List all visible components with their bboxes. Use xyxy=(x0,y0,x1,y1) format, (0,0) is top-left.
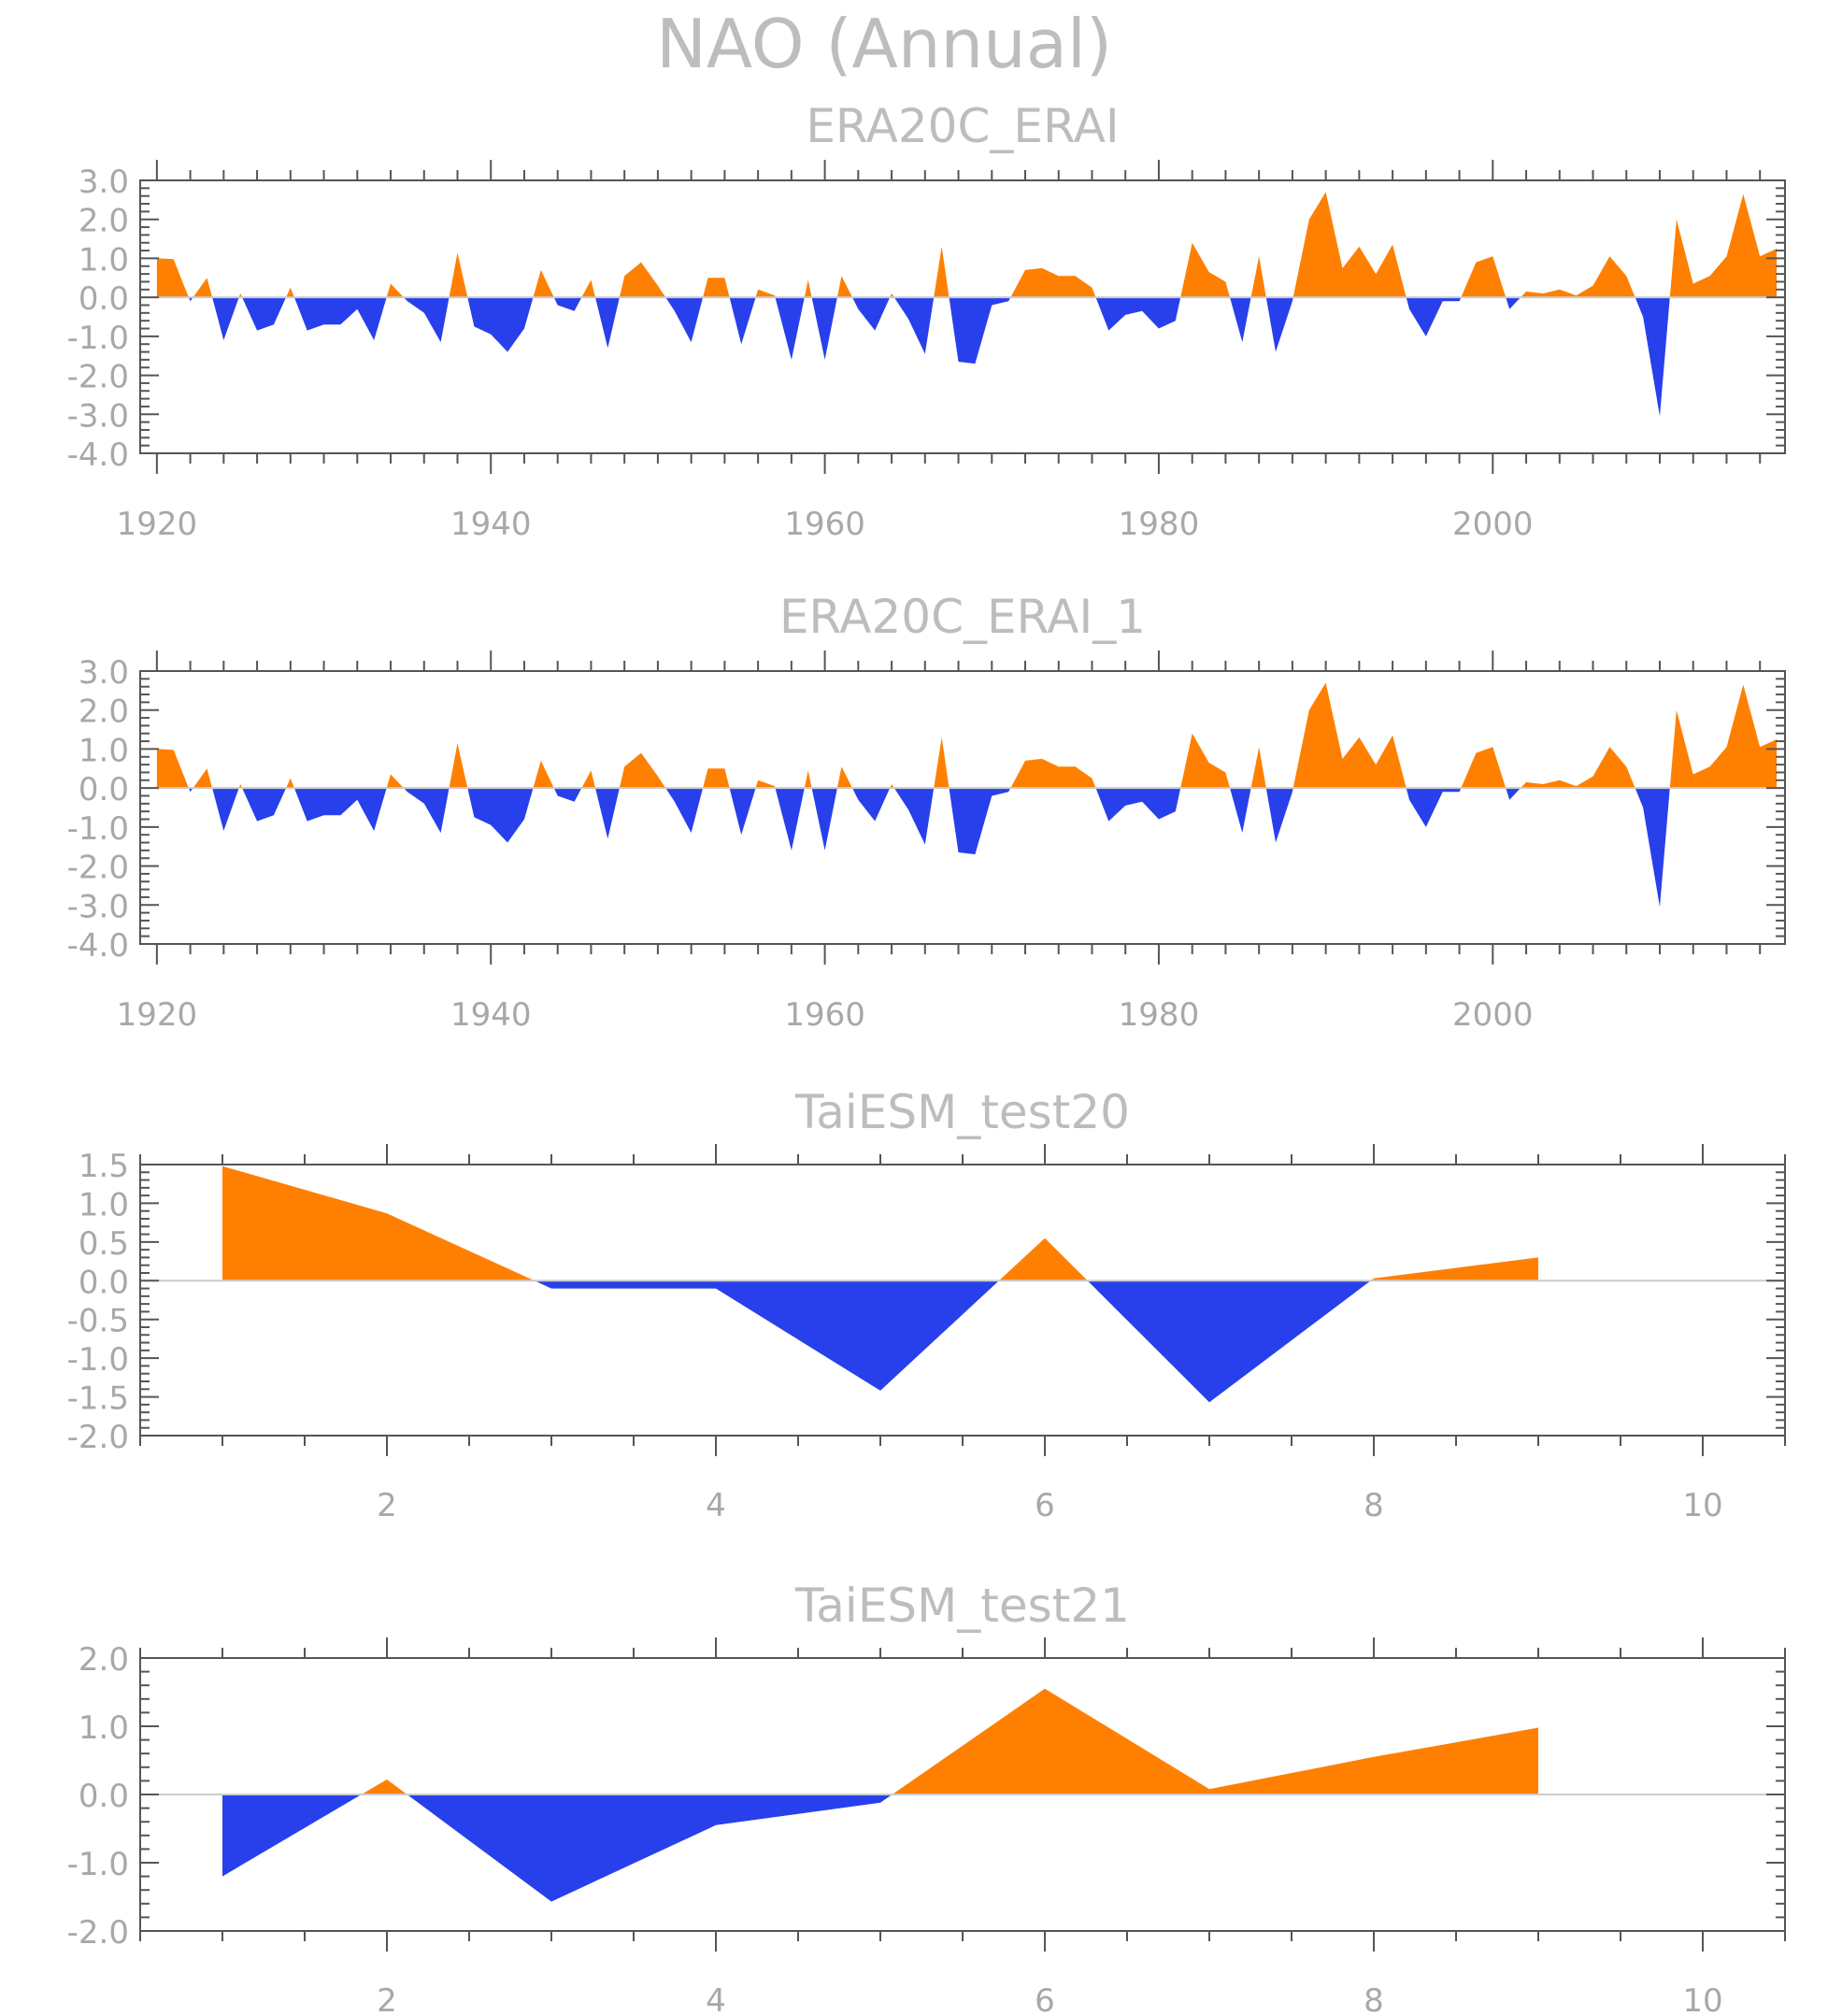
y-tick-label: -2.0 xyxy=(67,359,129,396)
x-tick-label: 2 xyxy=(377,1487,397,1524)
y-tick-label: 1.0 xyxy=(79,1709,129,1747)
x-tick-label: 1940 xyxy=(450,996,532,1034)
y-tick-label: -1.0 xyxy=(67,810,129,848)
positive-anomaly-area xyxy=(222,1688,1538,1794)
panel-title: ERA20C_ERAI_1 xyxy=(779,590,1146,644)
x-tick-label: 8 xyxy=(1364,1487,1384,1524)
y-tick-label: -2.0 xyxy=(67,1914,129,1952)
panel-title: ERA20C_ERAI xyxy=(806,99,1119,153)
x-tick-label: 10 xyxy=(1682,1487,1722,1524)
x-tick-label: 1940 xyxy=(450,506,532,543)
panel-taiesm-test21: TaiESM_test21 2.0 1.0 0.0 -1.0 -2.0 2 4 6 8 10 xyxy=(67,1579,1786,2016)
y-tick-label: 0.5 xyxy=(79,1225,129,1263)
x-tick-label: 1920 xyxy=(117,996,198,1034)
y-tick-label: 0.0 xyxy=(79,771,129,808)
x-tick-label: 6 xyxy=(1035,1982,1055,2016)
y-tick-label: 1.5 xyxy=(79,1148,129,1185)
positive-anomaly-area xyxy=(156,192,1778,298)
x-tick-label: 2000 xyxy=(1452,506,1534,543)
y-tick-label: 3.0 xyxy=(79,654,129,692)
plot-frame xyxy=(139,179,1786,454)
x-tick-label: 6 xyxy=(1035,1487,1055,1524)
x-tick-label: 10 xyxy=(1682,1982,1722,2016)
x-tick-label: 1960 xyxy=(784,506,865,543)
x-tick-label: 1980 xyxy=(1119,996,1200,1034)
x-tick-label: 8 xyxy=(1364,1982,1384,2016)
y-tick-label: -0.5 xyxy=(67,1303,129,1340)
x-tick-label: 4 xyxy=(706,1982,726,2016)
y-tick-label: -1.0 xyxy=(67,1341,129,1379)
y-tick-label: 1.0 xyxy=(79,1186,129,1223)
negative-anomaly-area xyxy=(222,1794,1538,1902)
x-tick-label: 2 xyxy=(377,1982,397,2016)
y-tick-label: -2.0 xyxy=(67,1419,129,1456)
x-tick-label: 1980 xyxy=(1119,506,1200,543)
y-tick-label: -1.0 xyxy=(67,1846,129,1883)
y-tick-label: 0.0 xyxy=(79,1264,129,1301)
y-tick-label: -4.0 xyxy=(67,436,129,474)
positive-anomaly-area xyxy=(156,682,1778,789)
panel-taiesm-test20: TaiESM_test20 1.51.00.50.0-0.5-1.0-1.5-2.… xyxy=(67,1085,1786,1524)
plot-frame xyxy=(139,670,1786,945)
y-tick-label: -1.5 xyxy=(67,1380,129,1418)
negative-anomaly-area xyxy=(156,788,1778,908)
panel-era20c-erai: ERA20C_ERAI 3.02.01.00.0-1.0-2.0-3.0-4.0 1… xyxy=(67,99,1786,543)
y-tick-label: 1.0 xyxy=(79,732,129,769)
x-tick-label: 2000 xyxy=(1452,996,1534,1034)
figure-title: NAO (Annual) xyxy=(656,5,1112,83)
y-tick-label: 3.0 xyxy=(79,164,129,201)
y-tick-label: 2.0 xyxy=(79,203,129,240)
y-tick-label: -1.0 xyxy=(67,320,129,357)
positive-anomaly-area xyxy=(222,1165,1538,1281)
y-tick-label: -4.0 xyxy=(67,927,129,965)
y-tick-label: -3.0 xyxy=(67,888,129,925)
panel-era20c-erai-1: ERA20C_ERAI_1 3.02.01.00.0-1.0-2.0-3.0-4.… xyxy=(67,590,1786,1034)
y-tick-label: 2.0 xyxy=(79,1641,129,1679)
panel-title: TaiESM_test21 xyxy=(794,1579,1130,1633)
panel-title: TaiESM_test20 xyxy=(794,1085,1130,1139)
y-tick-label: 2.0 xyxy=(79,693,129,731)
x-tick-label: 1960 xyxy=(784,996,865,1034)
x-tick-label: 4 xyxy=(706,1487,726,1524)
y-tick-label: 0.0 xyxy=(79,1778,129,1815)
y-tick-label: 0.0 xyxy=(79,280,129,318)
negative-anomaly-area xyxy=(222,1280,1538,1403)
x-tick-label: 1920 xyxy=(117,506,198,543)
negative-anomaly-area xyxy=(156,297,1778,417)
y-tick-label: -3.0 xyxy=(67,397,129,435)
y-tick-label: 1.0 xyxy=(79,241,129,279)
y-tick-label: -2.0 xyxy=(67,850,129,887)
